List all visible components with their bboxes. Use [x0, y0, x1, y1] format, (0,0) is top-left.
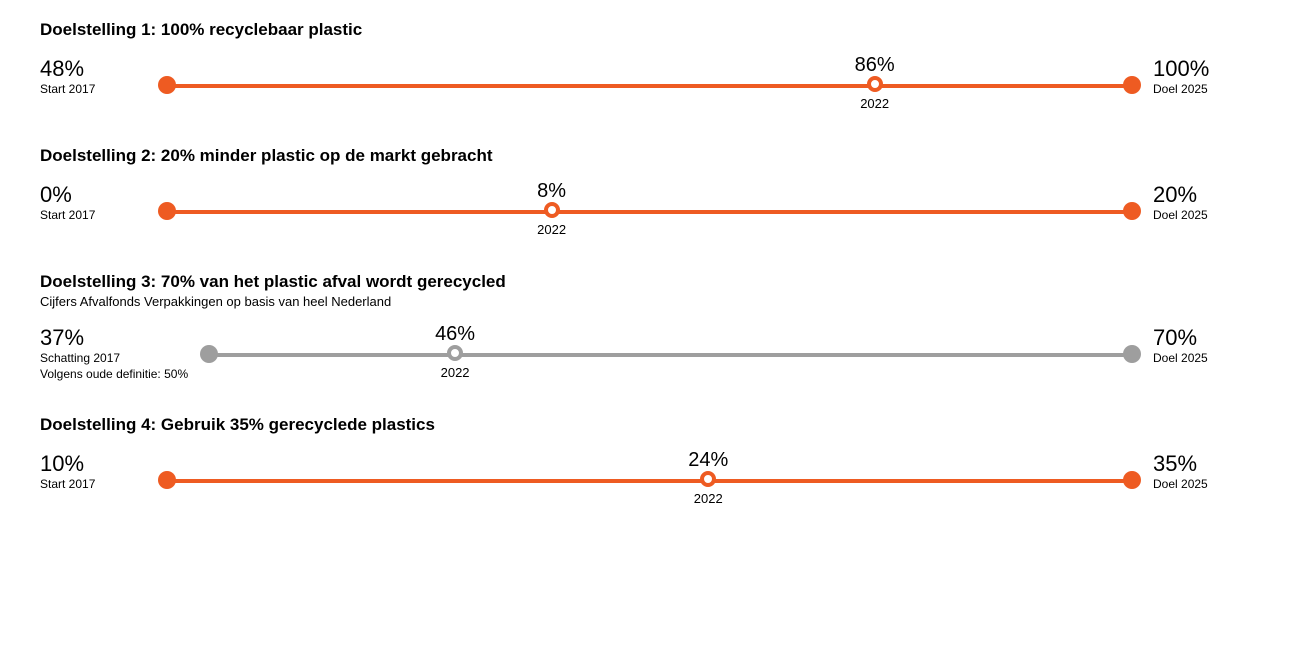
goal-row: 37% Schatting 2017 Volgens oude definitie:… — [40, 327, 1259, 381]
goal-title: Doelstelling 4: Gebruik 35% gerecyclede … — [40, 415, 1259, 435]
start-block: 0% Start 2017 — [40, 184, 160, 222]
start-dot-icon — [200, 345, 218, 363]
progress-year: 2022 — [441, 365, 470, 380]
goal-title: Doelstelling 1: 100% recyclebaar plastic — [40, 20, 1259, 40]
progress-value: 86% — [855, 54, 895, 77]
end-block: 70% Doel 2025 — [1139, 327, 1259, 365]
progress-year: 2022 — [537, 222, 566, 237]
goal-row: 48% Start 2017 86%2022 100% Doel 2025 — [40, 58, 1259, 112]
start-dot-icon — [158, 76, 176, 94]
progress-dot-icon — [700, 471, 716, 487]
end-value: 20% — [1153, 184, 1259, 206]
start-extra-label: Volgens oude definitie: 50% — [40, 367, 188, 381]
goal-subtitle: Cijfers Afvalfonds Verpakkingen op basis… — [40, 294, 1259, 309]
goal-1: Doelstelling 1: 100% recyclebaar plastic… — [40, 20, 1259, 112]
start-value: 37% — [40, 327, 188, 349]
goal-4: Doelstelling 4: Gebruik 35% gerecyclede … — [40, 415, 1259, 507]
end-dot-icon — [1123, 202, 1141, 220]
progress-value: 8% — [537, 180, 566, 203]
end-value: 100% — [1153, 58, 1259, 80]
start-label: Start 2017 — [40, 208, 146, 222]
progress-year: 2022 — [694, 491, 723, 506]
start-label: Schatting 2017 — [40, 351, 188, 365]
start-value: 10% — [40, 453, 146, 475]
end-dot-icon — [1123, 345, 1141, 363]
goal-3: Doelstelling 3: 70% van het plastic afva… — [40, 272, 1259, 381]
progress-value: 46% — [435, 323, 475, 346]
progress-track: 8%2022 — [160, 184, 1139, 238]
end-label: Doel 2025 — [1153, 208, 1259, 222]
start-label: Start 2017 — [40, 477, 146, 491]
start-label: Start 2017 — [40, 82, 146, 96]
end-label: Doel 2025 — [1153, 477, 1259, 491]
track-line — [160, 479, 1139, 483]
progress-value: 24% — [688, 449, 728, 472]
progress-track: 24%2022 — [160, 453, 1139, 507]
start-block: 37% Schatting 2017 Volgens oude definitie:… — [40, 327, 202, 381]
goal-row: 0% Start 2017 8%2022 20% Doel 2025 — [40, 184, 1259, 238]
end-value: 70% — [1153, 327, 1259, 349]
end-dot-icon — [1123, 471, 1141, 489]
goal-title: Doelstelling 2: 20% minder plastic op de… — [40, 146, 1259, 166]
goal-title: Doelstelling 3: 70% van het plastic afva… — [40, 272, 1259, 292]
end-label: Doel 2025 — [1153, 351, 1259, 365]
progress-dot-icon — [447, 345, 463, 361]
progress-year: 2022 — [860, 96, 889, 111]
end-block: 20% Doel 2025 — [1139, 184, 1259, 222]
progress-track: 86%2022 — [160, 58, 1139, 112]
start-value: 0% — [40, 184, 146, 206]
progress-track: 46%2022 — [202, 327, 1139, 381]
end-dot-icon — [1123, 76, 1141, 94]
end-block: 35% Doel 2025 — [1139, 453, 1259, 491]
end-label: Doel 2025 — [1153, 82, 1259, 96]
end-value: 35% — [1153, 453, 1259, 475]
start-block: 10% Start 2017 — [40, 453, 160, 491]
progress-dot-icon — [544, 202, 560, 218]
start-dot-icon — [158, 471, 176, 489]
track-line — [160, 84, 1139, 88]
goal-row: 10% Start 2017 24%2022 35% Doel 2025 — [40, 453, 1259, 507]
start-block: 48% Start 2017 — [40, 58, 160, 96]
goals-container: Doelstelling 1: 100% recyclebaar plastic… — [40, 20, 1259, 507]
end-block: 100% Doel 2025 — [1139, 58, 1259, 96]
track-line — [160, 210, 1139, 214]
track-line — [202, 353, 1139, 357]
progress-dot-icon — [867, 76, 883, 92]
goal-2: Doelstelling 2: 20% minder plastic op de… — [40, 146, 1259, 238]
start-value: 48% — [40, 58, 146, 80]
start-dot-icon — [158, 202, 176, 220]
